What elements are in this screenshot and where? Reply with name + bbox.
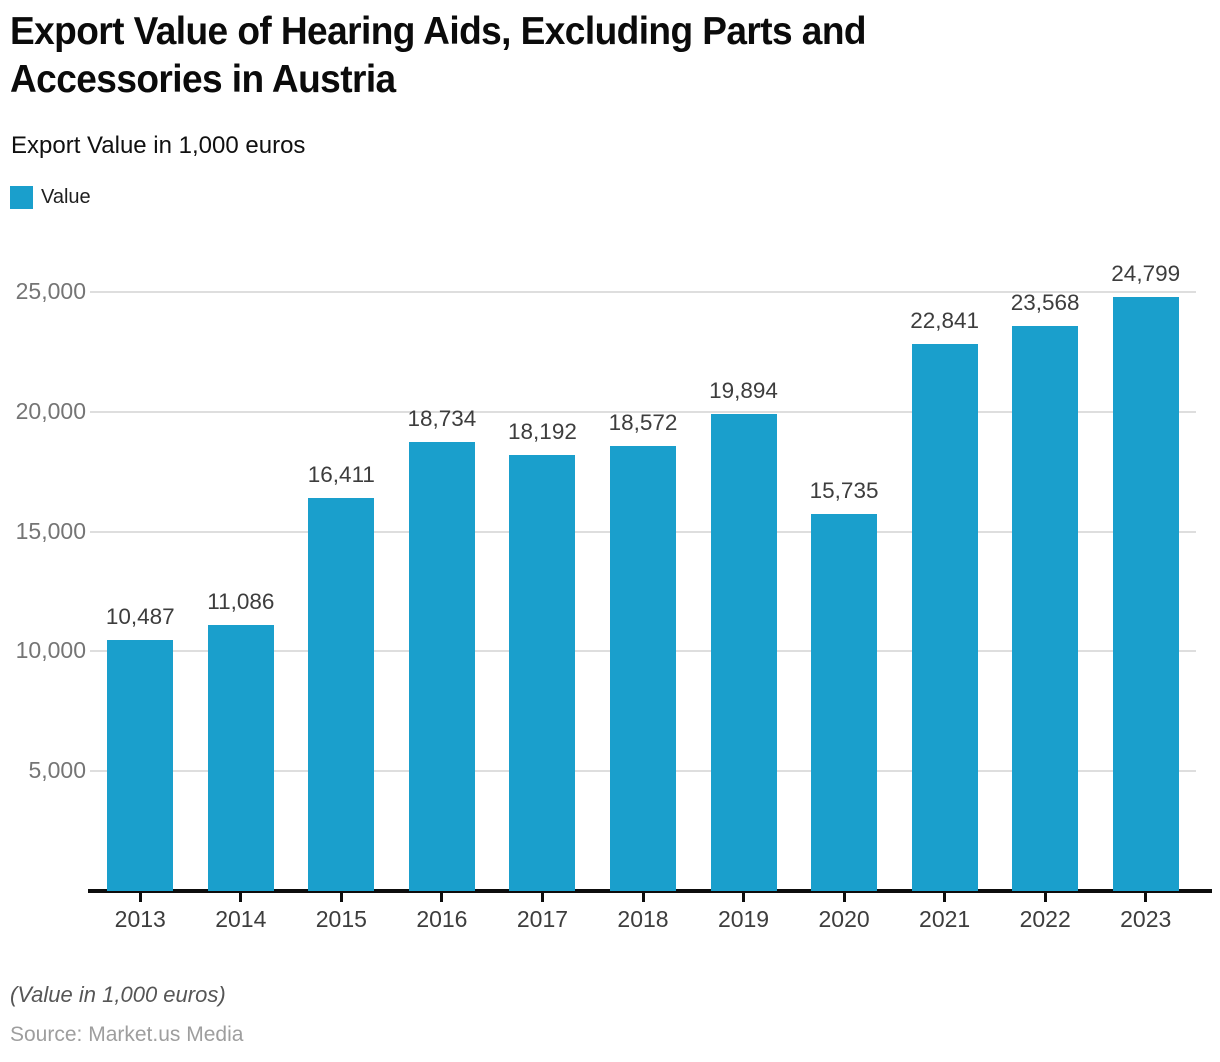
x-axis-label-2017: 2017 — [516, 906, 569, 932]
bar-2018 — [610, 446, 676, 891]
x-axis-tick-2020 — [842, 892, 846, 902]
y-axis-label: 5,000 — [28, 757, 86, 784]
bar-2020 — [811, 513, 878, 891]
bar-value-label-2020: 15,735 — [809, 477, 879, 503]
bar-2017 — [509, 455, 576, 891]
bar-value-label-2017: 18,192 — [508, 419, 577, 445]
x-axis-label-2019: 2019 — [717, 906, 770, 932]
x-axis-tick-2016 — [440, 892, 444, 902]
x-axis-label-2020: 2020 — [818, 906, 870, 932]
bar-value-label-2023: 24,799 — [1111, 260, 1181, 286]
x-axis-tick-2015 — [339, 892, 343, 902]
bar-2016 — [408, 442, 475, 891]
chart-title-line2: Accessories in Austria — [10, 58, 396, 101]
y-axis-label: 15,000 — [15, 517, 86, 544]
x-axis-label-2021: 2021 — [919, 906, 971, 932]
x-axis-label-2016: 2016 — [416, 906, 468, 932]
x-axis-tick-2014 — [239, 892, 243, 902]
x-axis-label-2013: 2013 — [114, 906, 166, 932]
bar-2019 — [710, 414, 777, 891]
x-axis-label-2015: 2015 — [315, 906, 367, 932]
y-axis-label: 20,000 — [15, 397, 86, 424]
legend-label: Value — [41, 186, 91, 208]
legend-swatch — [10, 186, 33, 209]
x-axis-label-2022: 2022 — [1019, 906, 1071, 932]
x-axis-tick-2022 — [1043, 892, 1047, 902]
footer-note: (Value in 1,000 euros) — [10, 982, 226, 1007]
bar-value-label-2021: 22,841 — [910, 307, 980, 333]
gridline-20,000 — [90, 410, 1196, 413]
x-axis-label-2018: 2018 — [617, 906, 669, 932]
x-axis-tick-2023 — [1144, 892, 1148, 902]
bar-value-label-2018: 18,572 — [608, 410, 678, 435]
gridline-25,000 — [90, 291, 1196, 293]
x-axis-tick-2018 — [641, 892, 645, 902]
bar-value-label-2014: 11,086 — [207, 589, 275, 615]
x-axis-label-2023: 2023 — [1120, 906, 1172, 932]
footer-source: Source: Market.us Media — [10, 1023, 244, 1046]
y-axis-label: 25,000 — [15, 278, 86, 304]
bar-2013 — [107, 639, 174, 891]
bar-value-label-2022: 23,568 — [1010, 290, 1080, 316]
bar-2023 — [1112, 296, 1179, 891]
bar-value-label-2013: 10,487 — [105, 603, 175, 629]
y-axis-label: 10,000 — [15, 637, 86, 664]
chart-title: Export Value of Hearing Aids, Excluding … — [10, 8, 867, 104]
bar-2021 — [911, 343, 978, 891]
x-axis-tick-2019 — [742, 892, 746, 902]
x-axis-label-2014: 2014 — [215, 906, 267, 932]
bar-value-label-2016: 18,734 — [407, 406, 477, 432]
bar-value-label-2019: 19,894 — [709, 378, 778, 404]
bar-value-label-2015: 16,411 — [307, 461, 375, 487]
bar-2022 — [1012, 326, 1079, 891]
bar-2014 — [207, 625, 274, 891]
x-axis-tick-2021 — [943, 892, 947, 902]
x-axis-tick-2017 — [540, 892, 544, 902]
chart-title-line1: Export Value of Hearing Aids, Excluding … — [10, 10, 867, 53]
bar-2015 — [308, 497, 375, 891]
chart-subtitle: Export Value in 1,000 euros — [11, 132, 306, 159]
x-axis-tick-2013 — [138, 892, 142, 902]
